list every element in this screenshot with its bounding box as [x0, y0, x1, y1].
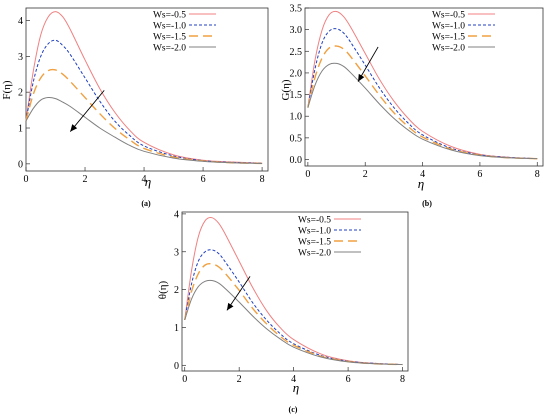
y-axis-label-c: θ(η) — [157, 280, 169, 299]
y-tick-label: 0.5 — [290, 133, 303, 144]
x-tick-label: 8 — [260, 174, 265, 185]
y-tick-label: 3.0 — [290, 25, 303, 36]
y-axis-label-a: F(η) — [1, 80, 13, 100]
x-tick-label: 6 — [201, 174, 206, 185]
legend-label: Ws=-1.0 — [153, 22, 186, 32]
y-tick-label: 2 — [18, 88, 23, 99]
y-tick-label: 0.0 — [290, 155, 303, 166]
plot-frame-c — [181, 211, 409, 372]
series-line-4 — [307, 62, 538, 160]
arrow-head — [226, 302, 234, 311]
arrow-shaft — [69, 90, 105, 132]
y-tick-label: 1.0 — [290, 112, 303, 123]
series-line-3 — [307, 45, 538, 160]
y-tick-label: 0 — [18, 159, 23, 170]
y-tick-label: 2.0 — [290, 68, 303, 79]
legend-label: Ws=-2.0 — [432, 44, 465, 54]
x-tick-label: 0 — [24, 174, 29, 185]
plot-frame-b — [304, 7, 544, 167]
plot-frame-a — [25, 7, 269, 172]
x-tick-label: 0 — [182, 374, 187, 385]
panel-b: 0 2 4 6 80.00.51.01.52.02.53.03.5 Ws=-0.5Ws=… — [280, 4, 544, 208]
series-line-3 — [25, 68, 263, 165]
x-tick-label: 8 — [400, 374, 405, 385]
y-tick-label: 1 — [174, 323, 179, 334]
panel-label-c: (c) — [289, 405, 298, 414]
x-tick-label: 4 — [420, 169, 425, 180]
legend-label: Ws=-0.5 — [153, 11, 186, 21]
legend-label: Ws=-0.5 — [432, 11, 465, 21]
y-tick-label: 4 — [174, 209, 179, 220]
x-axis-label-b: η — [418, 176, 424, 191]
x-axis-label-a: η — [145, 174, 151, 189]
y-tick-label: 1.5 — [290, 90, 303, 101]
y-axis-label-b: G(η) — [280, 79, 292, 100]
x-tick-label: 2 — [83, 174, 88, 185]
x-tick-label: 8 — [535, 169, 540, 180]
x-tick-label: 6 — [346, 374, 351, 385]
legend-b: Ws=-0.5Ws=-1.0Ws=-1.5Ws=-2.0 — [432, 11, 495, 54]
series-line-1 — [307, 10, 538, 160]
legend-label: Ws=-1.5 — [153, 33, 186, 43]
series-line-1 — [184, 217, 403, 366]
y-tick-label: 3 — [174, 247, 179, 258]
legend-label: Ws=-1.5 — [432, 33, 465, 43]
series-line-4 — [184, 279, 403, 366]
legend-label: Ws=-2.0 — [298, 249, 331, 259]
legend-label: Ws=-1.0 — [432, 22, 465, 32]
y-tick-label: 2.5 — [290, 47, 303, 58]
y-tick-label: 4 — [18, 16, 23, 27]
arrow-head — [70, 124, 78, 132]
legend-c: Ws=-0.5Ws=-1.0Ws=-1.5Ws=-2.0 — [298, 216, 361, 259]
y-tick-label: 2 — [174, 285, 179, 296]
x-tick-label: 2 — [237, 374, 242, 385]
legend-label: Ws=-2.0 — [153, 44, 186, 54]
x-tick-label: 4 — [142, 174, 147, 185]
legend-label: Ws=-1.0 — [298, 227, 331, 237]
legend-a: Ws=-0.5Ws=-1.0Ws=-1.5Ws=-2.0 — [153, 11, 216, 54]
series-line-1 — [25, 11, 263, 164]
x-tick-label: 2 — [363, 169, 368, 180]
y-tick-label: 0 — [174, 361, 179, 372]
y-tick-label: 3.5 — [290, 4, 303, 15]
x-tick-label: 6 — [477, 169, 482, 180]
panel-label-a: (a) — [141, 199, 151, 208]
arrow-head — [358, 73, 365, 82]
legend-label: Ws=-1.5 — [298, 238, 331, 248]
y-tick-label: 3 — [18, 52, 23, 63]
series-line-4 — [25, 97, 263, 164]
x-axis-label-c: η — [293, 380, 299, 395]
x-tick-label: 4 — [291, 374, 296, 385]
panel-label-b: (b) — [422, 199, 432, 208]
y-tick-label: 1 — [18, 124, 23, 135]
legend-label: Ws=-0.5 — [298, 216, 331, 226]
x-tick-label: 0 — [305, 169, 310, 180]
series-line-2 — [184, 249, 403, 366]
